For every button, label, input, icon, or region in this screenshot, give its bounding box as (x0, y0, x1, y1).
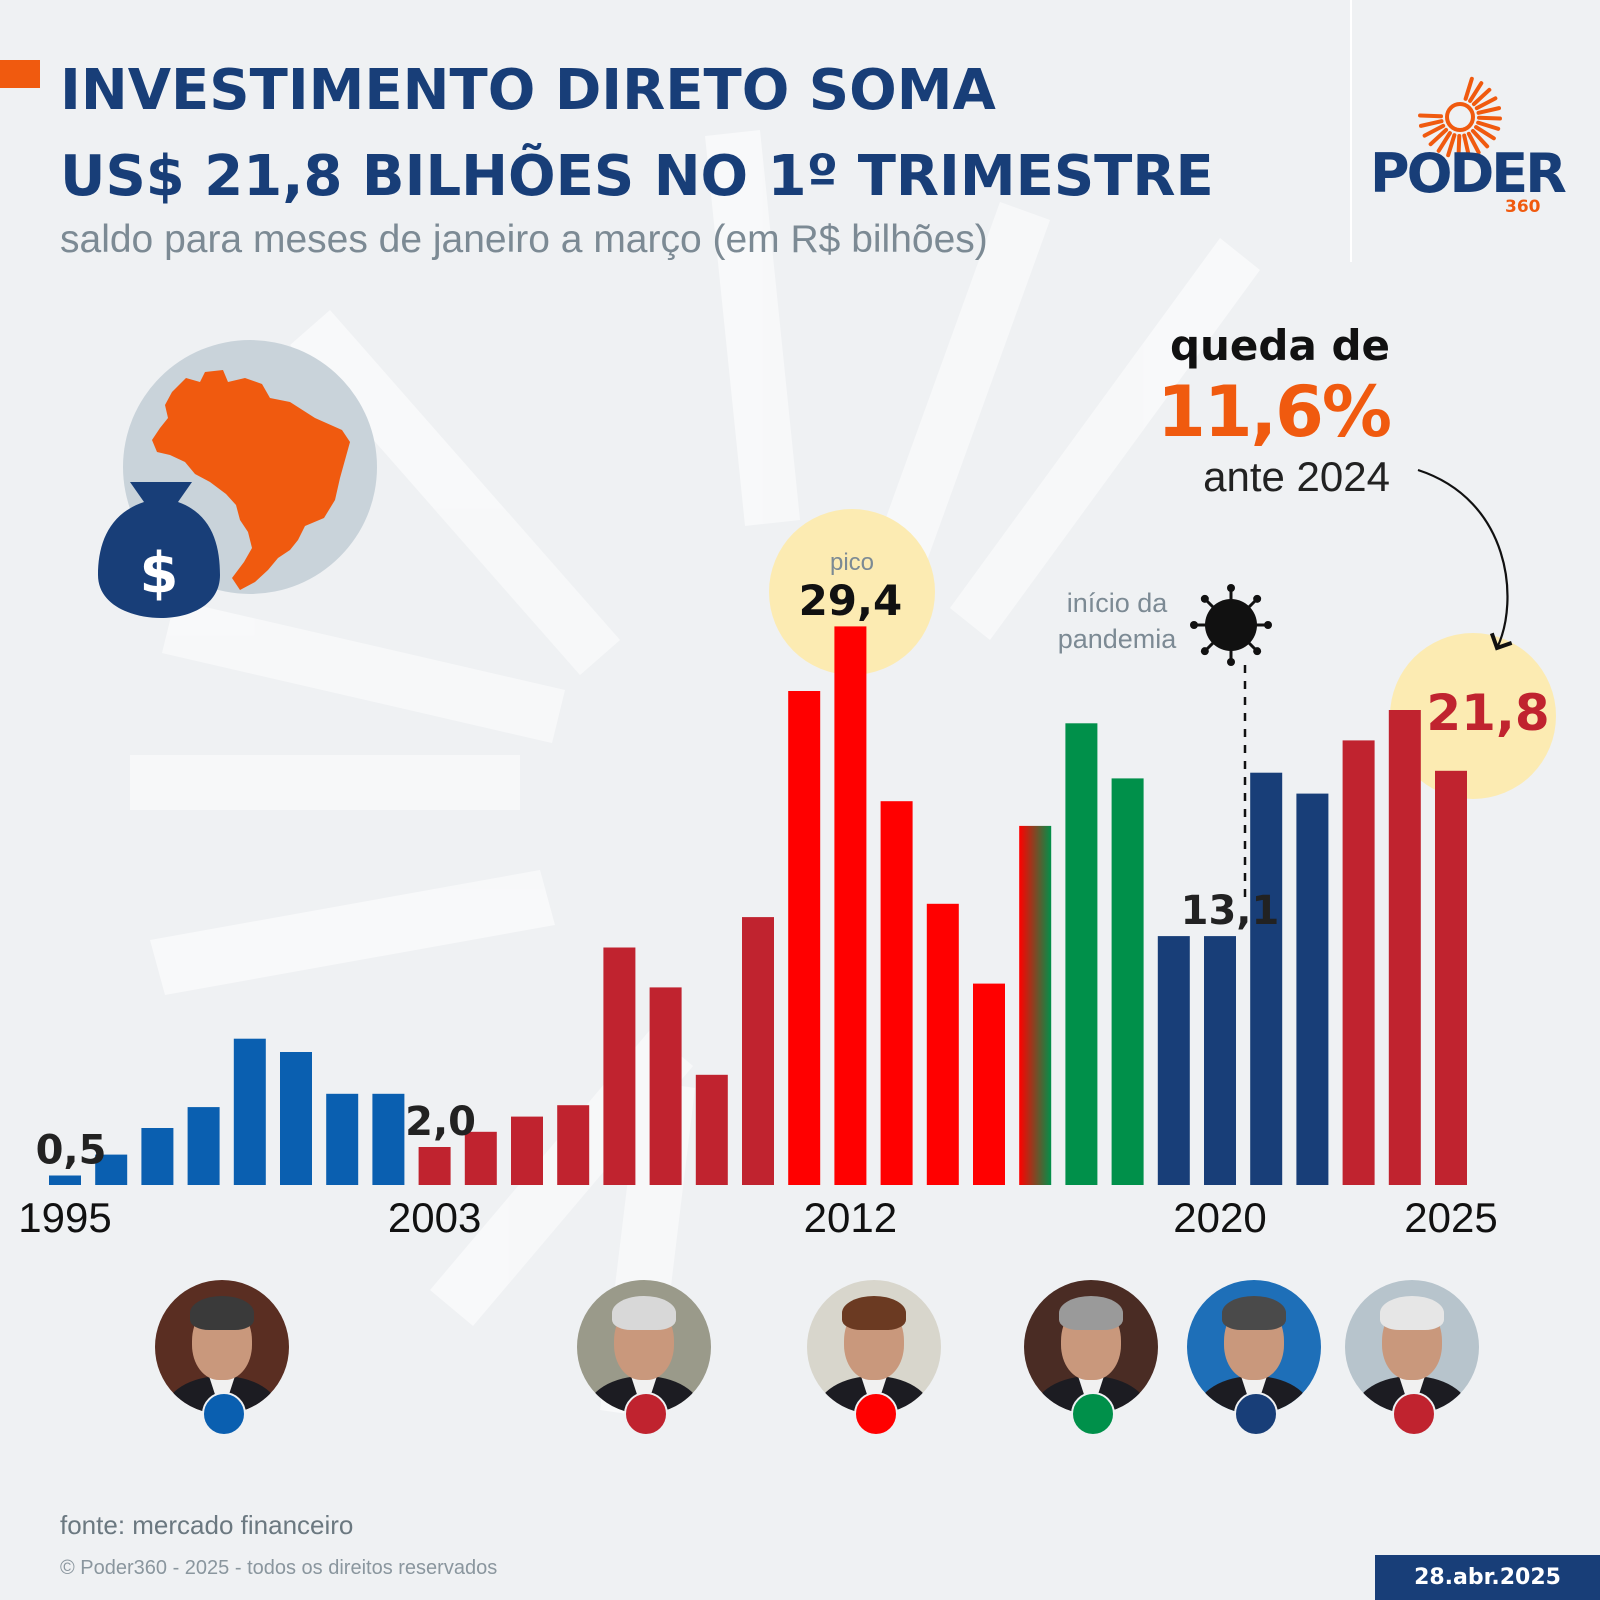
bar-2024 (1388, 710, 1421, 1185)
bar-2021 (1250, 772, 1283, 1185)
sun-logo-icon (1418, 76, 1502, 159)
money-bag-icon: $ (98, 482, 220, 618)
source-note: fonte: mercado financeiro (60, 1510, 354, 1540)
tick-label-2020: 2020 (1173, 1194, 1266, 1241)
bar-2001 (326, 1093, 359, 1185)
peak-label: pico (830, 549, 874, 576)
brazil-illustration: $ (98, 340, 377, 618)
bar-2015 (973, 983, 1005, 1185)
bar-1996 (95, 1154, 128, 1185)
pandemic-label-line2: pandemia (1058, 624, 1178, 654)
bar-2018 (1111, 778, 1144, 1185)
subtitle: saldo para meses de janeiro a março (em … (60, 218, 988, 261)
tick-label-2003: 2003 (388, 1194, 481, 1241)
last-value-label: 21,8 (1426, 684, 1549, 742)
pandemic-label-line1: início da (1067, 588, 1169, 618)
bar-2022 (1296, 793, 1329, 1185)
bar-2009 (695, 1074, 728, 1185)
bar-2020 (1204, 936, 1236, 1185)
bar-2014 (926, 903, 959, 1185)
logo-number: 360 (1505, 197, 1541, 217)
poder360-logo: PODER 360 (1370, 72, 1567, 222)
bar-2013 (880, 801, 913, 1185)
title-line-1: INVESTIMENTO DIRETO SOMA (60, 58, 996, 123)
svg-text:$: $ (140, 541, 179, 606)
bar-2008 (649, 987, 682, 1185)
drop-annotation: queda de 11,6% ante 2024 (1157, 321, 1392, 500)
header-divider (1350, 0, 1352, 262)
peak-value-label: 29,4 (799, 576, 903, 625)
copyright: © Poder360 - 2025 - todos os direitos re… (60, 1557, 498, 1579)
value-label-1995: 0,5 (36, 1128, 107, 1174)
drop-percent: 11,6% (1157, 371, 1392, 453)
value-label-2020: 13,1 (1181, 888, 1280, 934)
tick-label-1995: 1995 (18, 1194, 111, 1241)
drop-arrow (1417, 468, 1513, 651)
peak-highlight-circle (769, 509, 935, 675)
bar-1995 (49, 1175, 81, 1185)
bar-2005 (511, 1116, 543, 1185)
bar-2023 (1342, 740, 1375, 1185)
bar-1997 (141, 1128, 174, 1185)
virus-icon (1190, 584, 1272, 666)
bar-2007 (603, 947, 636, 1185)
value-label-2003: 2,0 (405, 1099, 476, 1145)
tick-label-2012: 2012 (804, 1194, 897, 1241)
bar-2019 (1157, 936, 1190, 1185)
title-accent-bar (0, 60, 40, 88)
title-line-2: US$ 21,8 BILHÕES NO 1º TRIMESTRE (60, 144, 1214, 209)
bar-2010 (742, 917, 774, 1185)
bar-1999 (233, 1038, 266, 1185)
bar-2016 (1019, 825, 1052, 1185)
bar-2006 (557, 1105, 590, 1185)
bar-chart: pico início da pandemia 1995 2003 2012 2020… (18, 468, 1556, 1241)
drop-label: queda de (1169, 321, 1390, 370)
bar-2000 (280, 1052, 312, 1185)
bar-2017 (1065, 723, 1098, 1185)
bar-2004 (464, 1131, 497, 1185)
bar-1998 (187, 1107, 220, 1185)
date-badge: 28.abr.2025 (1375, 1555, 1600, 1600)
logo-word: PODER (1370, 142, 1567, 205)
bar-2012 (834, 626, 867, 1185)
bar-2003 (418, 1147, 451, 1185)
bar-2002 (372, 1093, 405, 1185)
brazil-map-icon (152, 370, 350, 590)
page-title: INVESTIMENTO DIRETO SOMA US$ 21,8 BILHÕE… (60, 48, 1214, 220)
tick-label-2025: 2025 (1404, 1194, 1497, 1241)
drop-comparison: ante 2024 (1203, 453, 1390, 500)
bar-2025 (1435, 770, 1467, 1185)
last-value-highlight-circle (1390, 633, 1556, 799)
bar-2011 (788, 691, 821, 1185)
